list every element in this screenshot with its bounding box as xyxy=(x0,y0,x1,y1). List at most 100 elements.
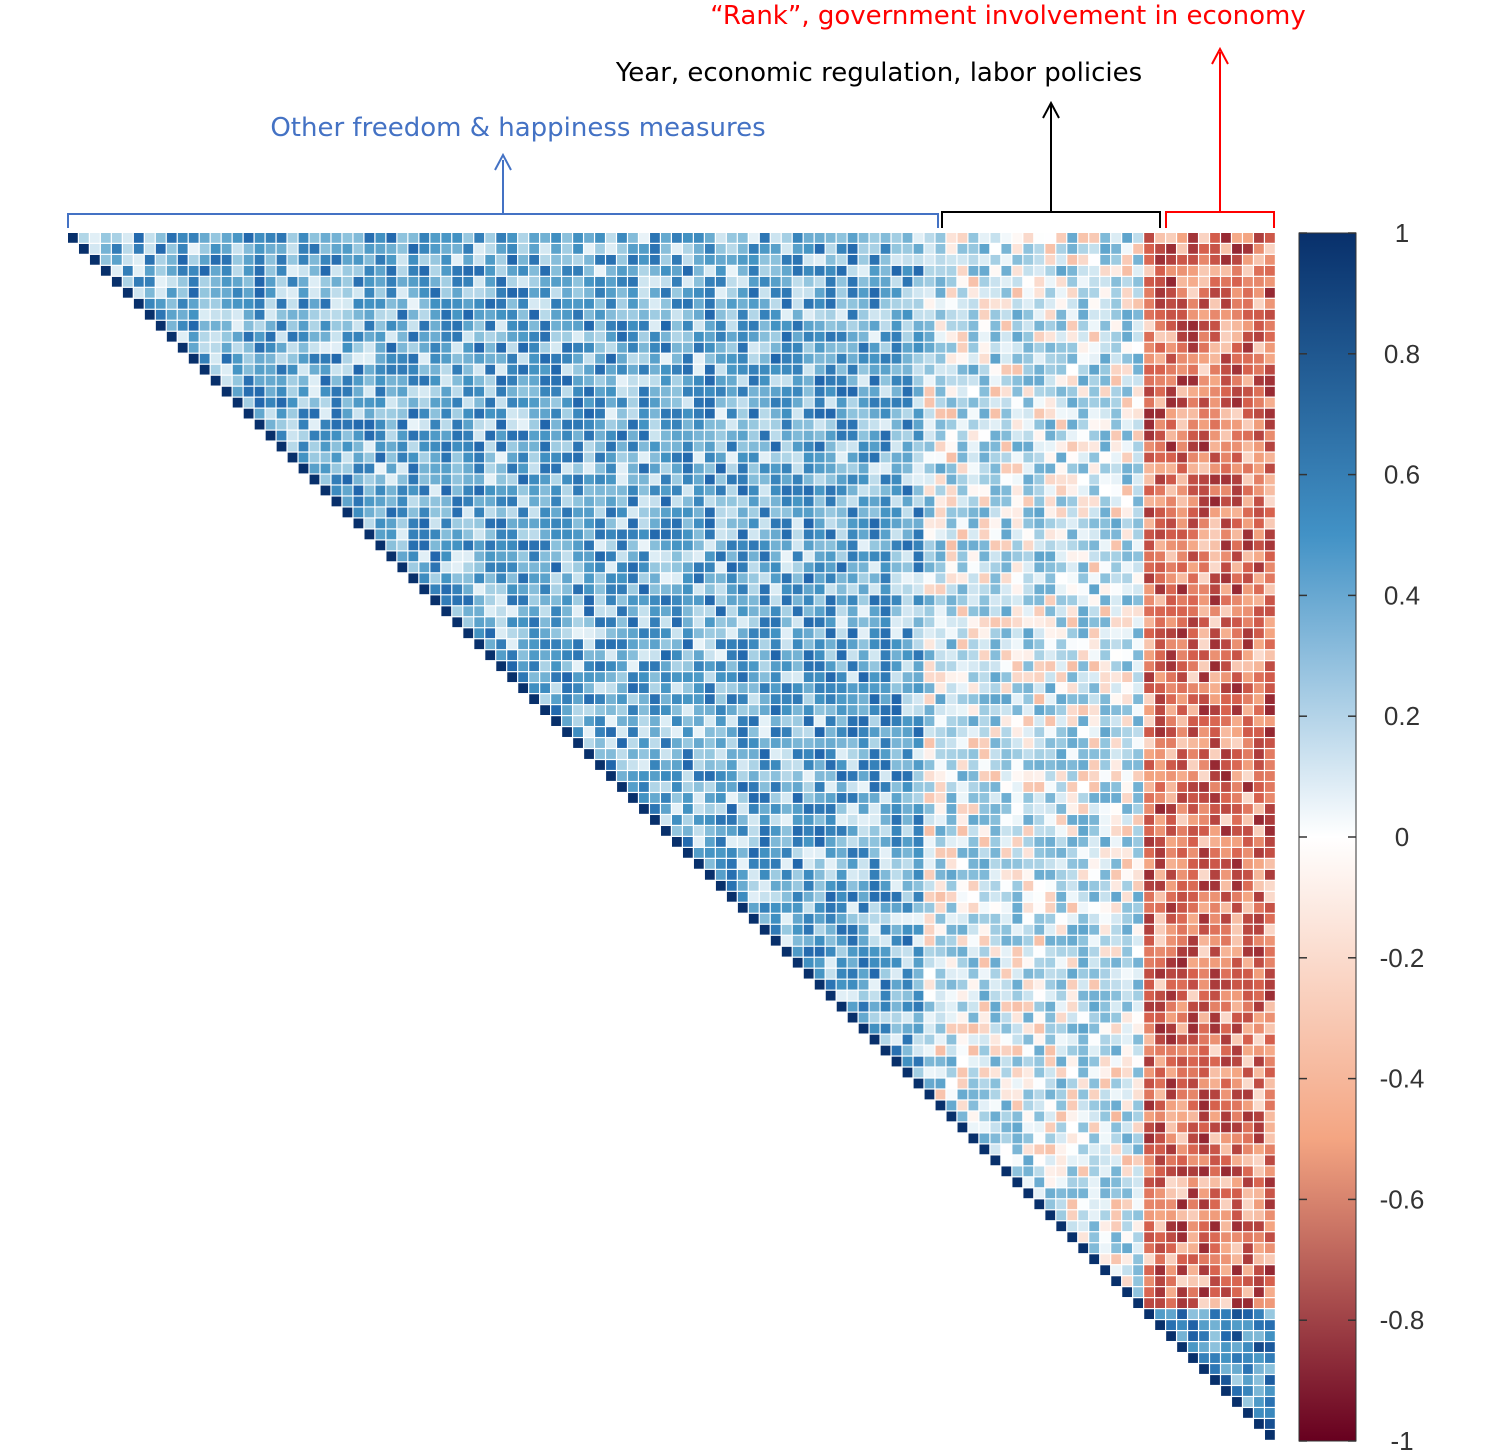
heatmap-cell xyxy=(1232,573,1242,584)
heatmap-cell xyxy=(682,496,693,507)
heatmap-cell xyxy=(1012,353,1023,364)
heatmap-cell xyxy=(946,364,957,375)
heatmap-cell xyxy=(847,913,858,924)
heatmap-cell xyxy=(1188,452,1198,463)
heatmap-cell xyxy=(474,276,485,287)
heatmap-cell xyxy=(1034,891,1045,902)
heatmap-cell xyxy=(924,650,935,661)
heatmap-cell xyxy=(562,375,572,386)
heatmap-cell xyxy=(243,298,254,309)
heatmap-cell xyxy=(430,254,441,265)
heatmap-cell xyxy=(606,716,616,726)
heatmap-cell xyxy=(935,716,946,726)
heatmap-cell xyxy=(836,902,847,913)
heatmap-cell xyxy=(1089,331,1100,342)
heatmap-cell xyxy=(880,452,891,463)
heatmap-cell xyxy=(1166,628,1176,639)
heatmap-cell xyxy=(748,738,759,748)
heatmap-cell xyxy=(1144,551,1154,562)
heatmap-cell xyxy=(1023,782,1034,792)
heatmap-cell xyxy=(584,364,594,375)
heatmap-cell xyxy=(463,485,474,496)
heatmap-cell xyxy=(540,408,550,419)
heatmap-cell xyxy=(1221,430,1231,441)
heatmap-cell xyxy=(726,727,737,737)
heatmap-cell xyxy=(1056,683,1067,694)
heatmap-cell xyxy=(770,749,781,759)
heatmap-cell xyxy=(1166,265,1176,276)
heatmap-cell xyxy=(759,397,770,408)
heatmap-cell xyxy=(1122,694,1133,705)
heatmap-cell xyxy=(1210,826,1220,836)
heatmap-cell xyxy=(770,880,781,891)
heatmap-cell xyxy=(979,913,990,924)
heatmap-cell xyxy=(693,683,704,694)
heatmap-cell xyxy=(715,760,726,770)
heatmap-cell xyxy=(770,375,781,386)
heatmap-cell xyxy=(1089,606,1100,617)
heatmap-cell xyxy=(1089,826,1100,836)
heatmap-cell xyxy=(715,815,726,825)
heatmap-cell xyxy=(1045,364,1056,375)
heatmap-cell xyxy=(298,243,309,254)
heatmap-cell xyxy=(650,749,660,759)
heatmap-cell xyxy=(825,650,836,661)
heatmap-cell xyxy=(1155,507,1165,518)
heatmap-cell xyxy=(968,507,979,518)
heatmap-cell xyxy=(386,408,397,419)
heatmap-cell xyxy=(1056,254,1067,265)
heatmap-cell xyxy=(540,562,550,573)
heatmap-cell xyxy=(672,760,682,770)
heatmap-cell xyxy=(1111,375,1122,386)
heatmap-cell xyxy=(639,562,649,573)
heatmap-cell xyxy=(661,826,671,836)
heatmap-cell xyxy=(232,331,243,342)
heatmap-cell xyxy=(408,496,419,507)
heatmap-cell xyxy=(1210,837,1220,847)
heatmap-cell xyxy=(957,606,968,617)
heatmap-cell xyxy=(551,496,561,507)
heatmap-cell xyxy=(935,815,946,825)
heatmap-cell xyxy=(474,441,485,452)
heatmap-cell xyxy=(1089,342,1100,353)
heatmap-cell xyxy=(737,331,748,342)
heatmap-cell xyxy=(748,463,759,474)
heatmap-cell xyxy=(781,298,792,309)
heatmap-cell xyxy=(584,562,594,573)
heatmap-cell xyxy=(759,924,770,935)
heatmap-cell xyxy=(836,815,847,825)
heatmap-cell xyxy=(639,485,649,496)
heatmap-cell xyxy=(957,804,968,814)
heatmap-cell xyxy=(814,924,825,935)
heatmap-cell xyxy=(1100,650,1111,661)
heatmap-cell xyxy=(628,331,638,342)
heatmap-cell xyxy=(682,430,693,441)
heatmap-cell xyxy=(770,320,781,331)
heatmap-cell xyxy=(935,287,946,298)
heatmap-cell xyxy=(155,254,166,265)
heatmap-cell xyxy=(1265,529,1275,540)
heatmap-cell xyxy=(419,243,430,254)
heatmap-cell xyxy=(419,485,430,496)
heatmap-cell xyxy=(891,452,902,463)
heatmap-cell xyxy=(726,837,737,847)
heatmap-cell xyxy=(1210,694,1220,705)
heatmap-cell xyxy=(913,705,924,715)
heatmap-cell xyxy=(1177,397,1187,408)
heatmap-cell xyxy=(1034,265,1045,276)
heatmap-cell xyxy=(628,727,638,737)
heatmap-cell xyxy=(540,518,550,529)
heatmap-cell xyxy=(1210,430,1220,441)
heatmap-cell xyxy=(1122,804,1133,814)
heatmap-cell xyxy=(726,826,737,836)
heatmap-cell xyxy=(1067,661,1078,672)
heatmap-cell xyxy=(1056,474,1067,485)
heatmap-cell xyxy=(1188,397,1198,408)
heatmap-cell xyxy=(364,430,375,441)
heatmap-cell xyxy=(1078,782,1089,792)
heatmap-cell xyxy=(803,628,814,639)
heatmap-cell xyxy=(759,507,770,518)
heatmap-cell xyxy=(529,298,540,309)
heatmap-cell xyxy=(803,672,814,683)
heatmap-cell xyxy=(781,661,792,672)
